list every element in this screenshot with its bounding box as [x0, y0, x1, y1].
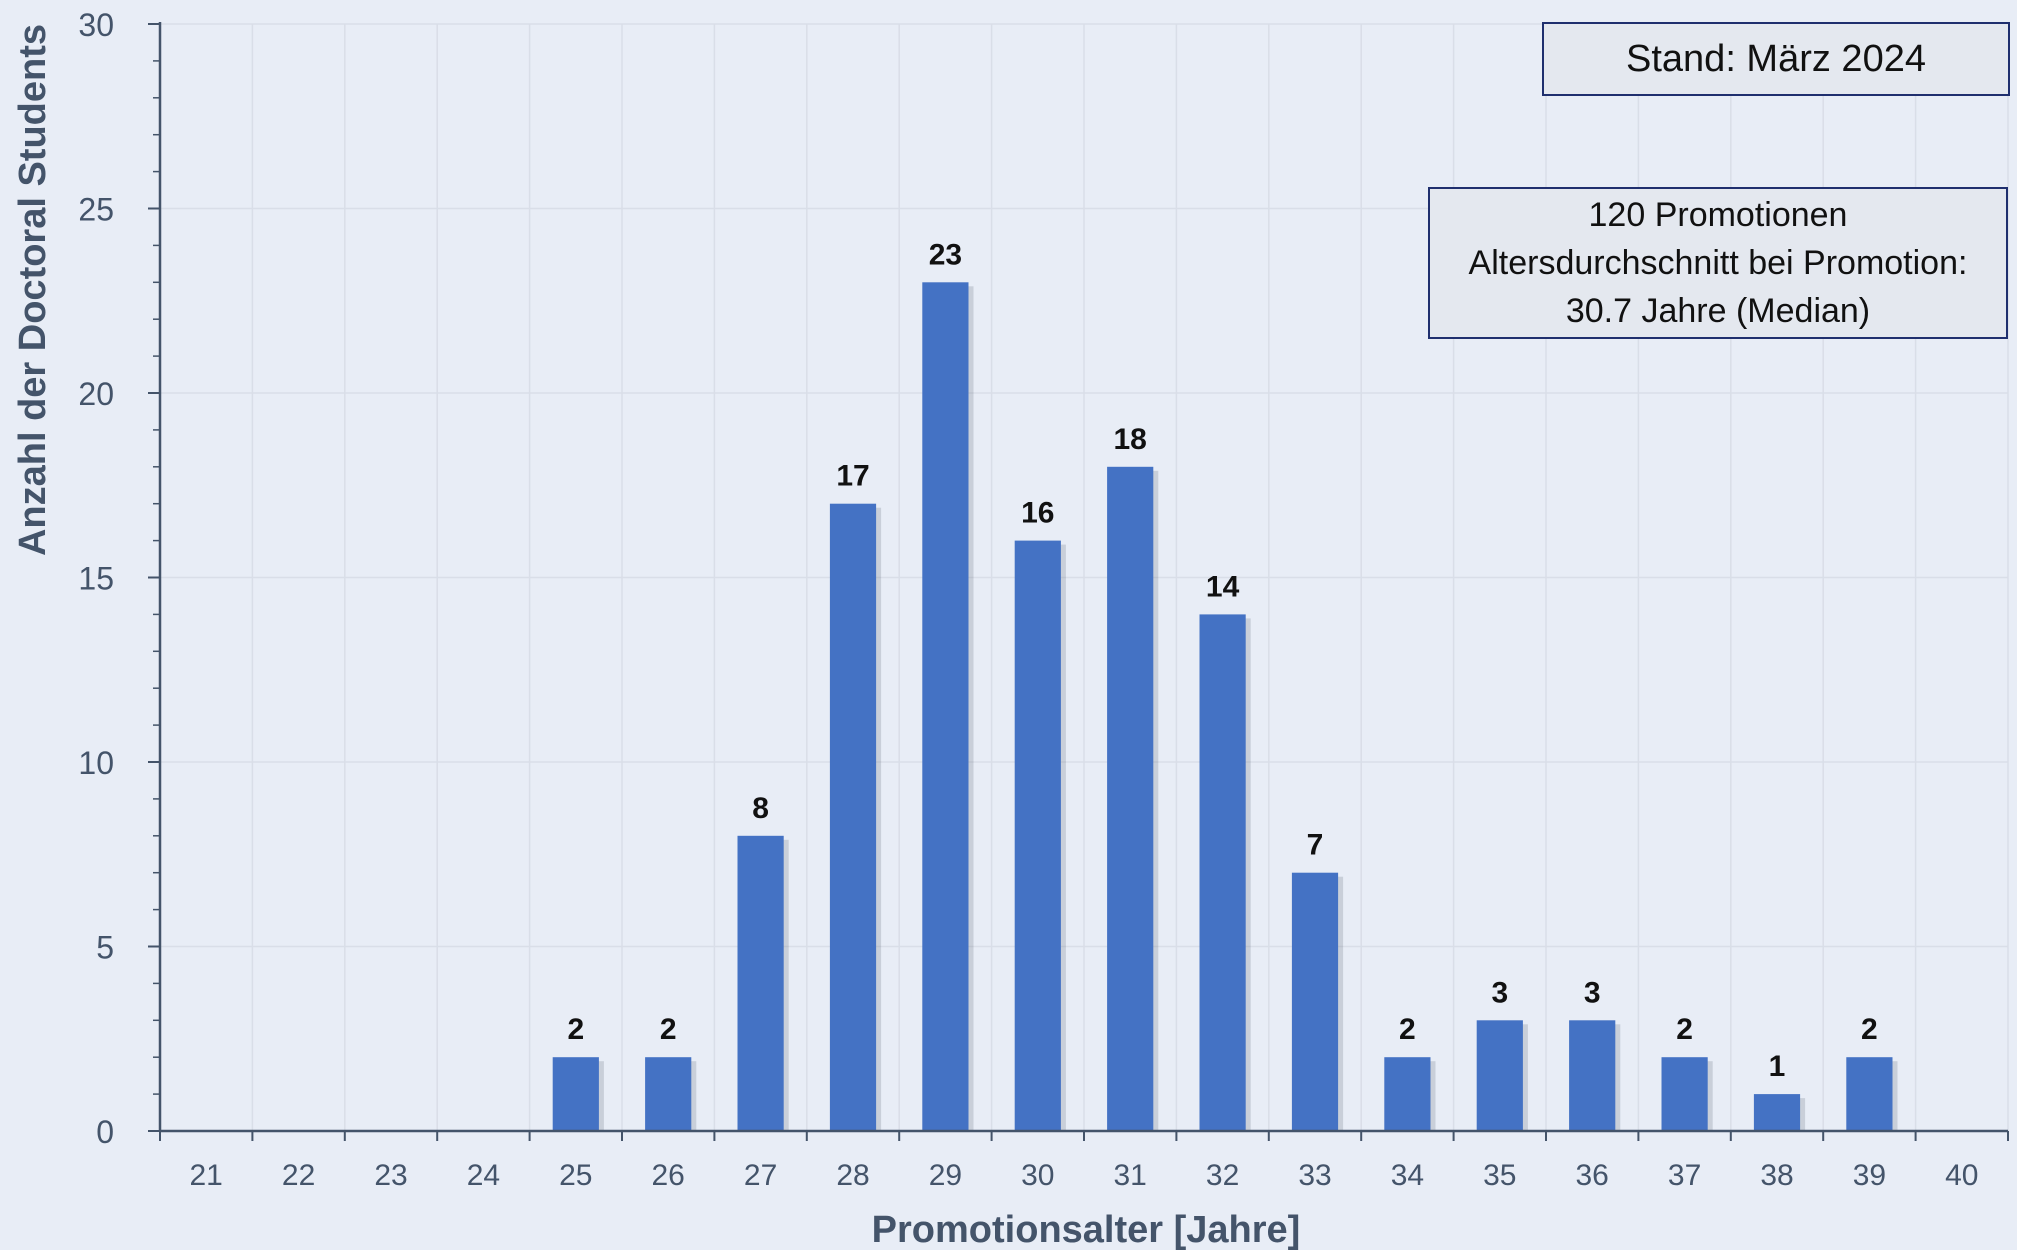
data-label: 2: [1861, 1013, 1878, 1046]
bar: [1477, 1020, 1523, 1131]
x-tick-label: 34: [1391, 1159, 1424, 1192]
data-label: 3: [1584, 976, 1601, 1009]
bar: [1754, 1094, 1800, 1131]
x-tick-label: 40: [1945, 1159, 1978, 1192]
data-label: 7: [1307, 829, 1324, 862]
data-label: 18: [1114, 423, 1147, 456]
y-tick-label: 10: [78, 745, 114, 781]
bar: [1200, 614, 1246, 1131]
y-tick-label: 0: [96, 1114, 114, 1150]
data-label: 1: [1769, 1050, 1786, 1083]
bar: [922, 282, 968, 1131]
x-tick-label: 36: [1576, 1159, 1609, 1192]
bar: [1846, 1057, 1892, 1131]
bar: [738, 836, 784, 1131]
bar: [830, 504, 876, 1131]
bar: [1569, 1020, 1615, 1131]
data-label: 8: [752, 792, 769, 825]
y-tick-label: 30: [78, 7, 114, 43]
y-tick-label: 15: [78, 561, 114, 597]
bar: [553, 1057, 599, 1131]
x-tick-label: 24: [467, 1159, 500, 1192]
bar: [1015, 541, 1061, 1131]
x-tick-label: 26: [652, 1159, 685, 1192]
x-tick-label: 30: [1021, 1159, 1054, 1192]
x-tick-label: 21: [190, 1159, 223, 1192]
x-tick-label: 38: [1760, 1159, 1793, 1192]
x-tick-label: 31: [1114, 1159, 1147, 1192]
x-axis-title: Promotionsalter [Jahre]: [872, 1209, 1301, 1250]
stand-annotation: Stand: März 2024: [1542, 22, 2010, 96]
bars: [553, 282, 1898, 1131]
bar: [1107, 467, 1153, 1131]
y-axis-title: Anzahl der Doctoral Students: [12, 24, 54, 556]
bar: [1662, 1057, 1708, 1131]
data-label: 16: [1021, 497, 1054, 530]
y-tick-label: 20: [78, 376, 114, 412]
x-tick-label: 25: [559, 1159, 592, 1192]
data-label: 3: [1491, 976, 1508, 1009]
stats-line-average-label: Altersdurchschnitt bei Promotion:: [1430, 239, 2006, 287]
data-label: 2: [1399, 1013, 1416, 1046]
x-tick-label: 29: [929, 1159, 962, 1192]
data-label: 17: [836, 460, 869, 493]
y-tick-label: 25: [78, 192, 114, 228]
data-label: 23: [929, 238, 962, 271]
y-tick-label: 5: [96, 930, 114, 966]
bar: [645, 1057, 691, 1131]
stats-line-median: 30.7 Jahre (Median): [1430, 287, 2006, 335]
data-label: 2: [1676, 1013, 1693, 1046]
x-tick-label: 23: [374, 1159, 407, 1192]
x-tick-label: 33: [1298, 1159, 1331, 1192]
bar: [1384, 1057, 1430, 1131]
data-label: 2: [660, 1013, 677, 1046]
x-tick-label: 28: [836, 1159, 869, 1192]
x-tick-label: 37: [1668, 1159, 1701, 1192]
x-tick-label: 27: [744, 1159, 777, 1192]
x-tick-label: 32: [1206, 1159, 1239, 1192]
data-label: 14: [1206, 570, 1240, 603]
bar: [1292, 873, 1338, 1131]
stats-annotation: 120 Promotionen Altersdurchschnitt bei P…: [1428, 187, 2008, 339]
x-tick-label: 39: [1853, 1159, 1886, 1192]
x-tick-label: 22: [282, 1159, 315, 1192]
data-label: 2: [567, 1013, 584, 1046]
x-tick-label: 35: [1483, 1159, 1516, 1192]
stats-line-promotions: 120 Promotionen: [1430, 191, 2006, 239]
